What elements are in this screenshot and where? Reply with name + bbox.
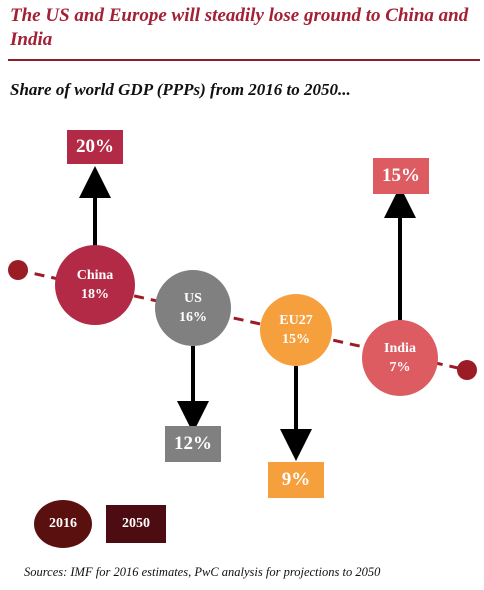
arrow-group <box>79 166 416 461</box>
chart-subtitle: Share of world GDP (PPPs) from 2016 to 2… <box>10 80 351 99</box>
legend-2016-circle: 2016 <box>34 500 92 548</box>
circle-india-2016 <box>362 320 438 396</box>
circle-group <box>55 245 438 396</box>
source-note: Sources: IMF for 2016 estimates, PwC ana… <box>24 565 381 579</box>
value-2016-eu27: 15% <box>282 332 310 347</box>
circle-us-2016 <box>155 270 231 346</box>
badge-2050-china: 20% <box>67 130 123 164</box>
circle-label-us: US 16% <box>153 289 233 327</box>
region-name-china: China <box>76 268 114 283</box>
badge-2050-us: 12% <box>165 426 221 462</box>
region-name-us: US <box>184 291 202 306</box>
value-2016-china: 18% <box>81 287 109 302</box>
circle-eu27-2016 <box>260 294 332 366</box>
region-name-eu27: EU27 <box>279 313 313 328</box>
circle-label-china: China 18% <box>55 266 135 304</box>
connector-endpoint-left <box>8 260 28 280</box>
circle-label-india: India 7% <box>360 339 440 377</box>
badge-2050-india: 15% <box>373 158 429 194</box>
value-2016-us: 16% <box>179 310 207 325</box>
circle-china-2016 <box>55 245 135 325</box>
circle-label-eu27: EU27 15% <box>256 311 336 349</box>
connector-endpoint-right <box>457 360 477 380</box>
region-name-india: India <box>384 341 416 356</box>
chart-title: The US and Europe will steadily lose gro… <box>10 5 469 50</box>
value-2016-india: 7% <box>389 360 411 375</box>
legend-2050-box: 2050 <box>106 505 166 543</box>
title-divider <box>8 59 480 61</box>
badge-2050-eu27: 9% <box>268 462 324 498</box>
